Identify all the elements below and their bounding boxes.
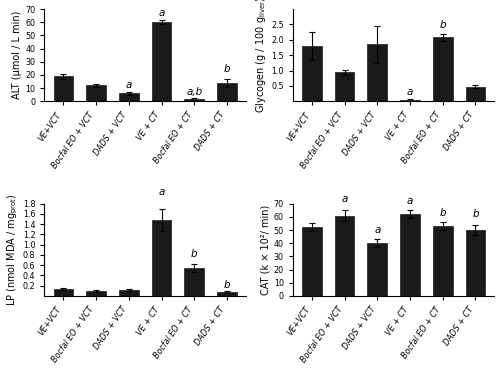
Text: b: b — [224, 280, 230, 290]
Bar — [119, 93, 139, 101]
Text: b: b — [191, 249, 198, 259]
Text: b: b — [440, 20, 446, 30]
Text: a: a — [158, 8, 164, 18]
Text: a: a — [126, 80, 132, 90]
Bar — [54, 76, 73, 101]
Bar — [466, 87, 485, 101]
Y-axis label: ALT (μmol / L min): ALT (μmol / L min) — [12, 11, 22, 100]
Text: a: a — [374, 225, 380, 235]
Bar — [217, 292, 237, 296]
Bar — [184, 268, 204, 296]
Bar — [334, 72, 354, 101]
Text: a: a — [407, 196, 413, 206]
Bar — [433, 226, 452, 296]
Bar — [217, 83, 237, 101]
Bar — [400, 100, 420, 101]
Bar — [86, 85, 106, 101]
Bar — [400, 214, 420, 296]
Bar — [152, 22, 172, 101]
Bar — [368, 44, 387, 101]
Bar — [184, 99, 204, 101]
Bar — [152, 220, 172, 296]
Bar — [302, 46, 322, 101]
Text: a: a — [158, 186, 164, 196]
Bar — [119, 290, 139, 296]
Bar — [466, 230, 485, 296]
Bar — [86, 291, 106, 296]
Text: a: a — [407, 87, 413, 97]
Bar — [368, 243, 387, 296]
Bar — [302, 228, 322, 296]
Text: a: a — [342, 194, 348, 204]
Text: b: b — [224, 64, 230, 74]
Bar — [334, 216, 354, 296]
Text: b: b — [440, 208, 446, 218]
Y-axis label: CAT (k × 10²/ min): CAT (k × 10²/ min) — [261, 205, 271, 295]
Y-axis label: Glycogen (g / 100 g$_{\rm liver}$): Glycogen (g / 100 g$_{\rm liver}$) — [254, 0, 268, 113]
Bar — [433, 37, 452, 101]
Y-axis label: LP (nmol MDA / mg$_{\rm prot}$): LP (nmol MDA / mg$_{\rm prot}$) — [6, 194, 20, 306]
Text: b: b — [472, 209, 479, 219]
Bar — [54, 289, 73, 296]
Text: a,b: a,b — [186, 87, 202, 97]
